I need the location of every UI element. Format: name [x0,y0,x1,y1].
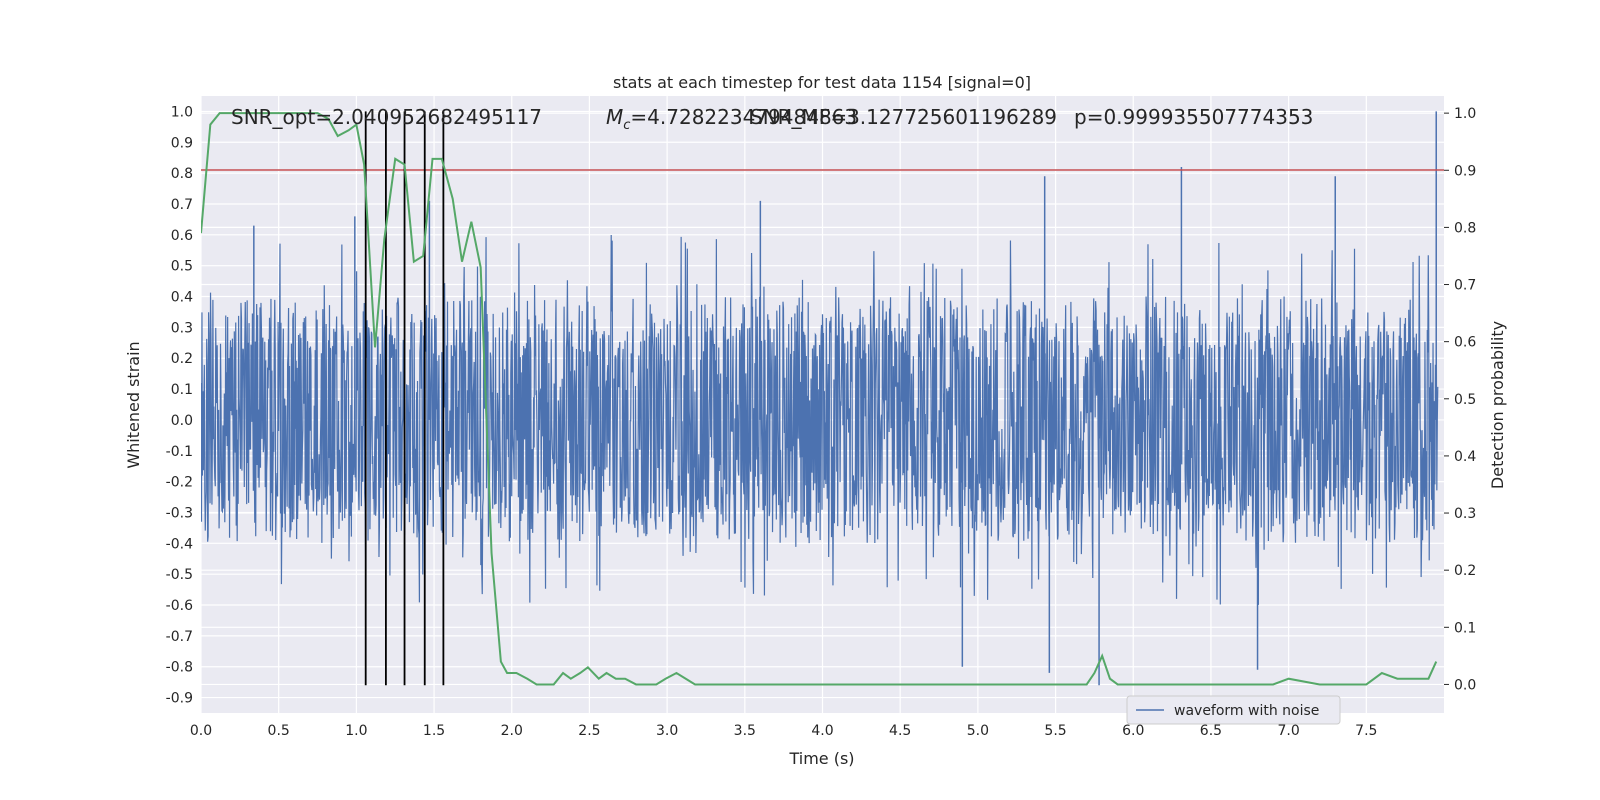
right-y-tick-labels: 0.0 0.1 0.2 0.3 0.4 0.5 0.6 0.7 0.8 0.9 1.0 [1444,106,1476,693]
right-y-tick-label: 0.0 [1454,677,1476,693]
annotation-snr-mf: SNR_MF=3.127725601196289 [750,105,1057,129]
y-tick-label: -0.3 [166,505,193,521]
y-tick-label: -0.8 [166,660,193,676]
x-tick-label: 3.0 [656,723,678,739]
x-tick-label: 0.0 [190,723,212,739]
x-tick-label: 7.5 [1355,723,1377,739]
right-y-tick-label: 0.3 [1454,506,1476,522]
y-axis-label: Whitened strain [124,341,143,468]
x-tick-label: 1.0 [345,723,367,739]
right-y-tick-label: 0.7 [1454,278,1476,294]
x-tick-label: 1.5 [423,723,445,739]
right-y-tick-label: 0.9 [1454,163,1476,179]
y-tick-label: -0.1 [166,444,193,460]
x-tick-labels: 0.0 0.5 1.0 1.5 2.0 2.5 3.0 3.5 4.0 4.5 5.0 5.5 6.0 6… [190,723,1378,739]
y-tick-label: -0.2 [166,475,193,491]
annotation-snr-opt: SNR_opt=2.040952682495117 [231,105,542,129]
y-tick-label: 0.2 [171,351,193,367]
right-y-tick-label: 1.0 [1454,106,1476,122]
annotation-chirp-mass-sub: c [623,118,630,133]
y-tick-label: 0.7 [171,197,193,213]
annotation-chirp-mass-symbol: M [606,105,623,129]
x-tick-label: 2.0 [501,723,523,739]
right-y-tick-label: 0.2 [1454,563,1476,579]
y-tick-label: -0.6 [166,598,193,614]
legend: waveform with noise [1126,695,1341,725]
y-tick-labels: -0.9 -0.8 -0.7 -0.6 -0.5 -0.4 -0.3 -0.2 -0.1 0.0 0… [166,104,193,706]
x-tick-label: 4.5 [889,723,911,739]
y-tick-label: 1.0 [171,104,193,120]
y-tick-label: 0.8 [171,166,193,182]
y-tick-label: -0.4 [166,536,193,552]
y-tick-label: -0.9 [166,691,193,707]
right-y-tick-label: 0.4 [1454,449,1476,465]
x-tick-label: 0.5 [268,723,290,739]
probability-series [201,112,1438,686]
x-tick-label: 2.5 [578,723,600,739]
legend-box [1126,695,1341,725]
y-tick-label: 0.4 [171,290,193,306]
annotation-chirp-mass: Mc=4.728223479484863 [606,105,857,133]
waveform-series [201,111,1439,686]
annotation-chirp-mass-value: =4.728223479484863 [630,105,857,129]
annotation-p-value: p=0.999935507774353 [1074,105,1313,129]
y-tick-label: 0.3 [171,320,193,336]
y-tick-label: -0.7 [166,629,193,645]
right-y-axis-label: Detection probability [1488,321,1507,489]
x-tick-label: 6.5 [1200,723,1222,739]
legend-entry: waveform with noise [1174,703,1319,719]
y-tick-label: 0.0 [171,413,193,429]
y-tick-label: 0.9 [171,135,193,151]
y-tick-label: 0.1 [171,382,193,398]
chart-title: stats at each timestep for test data 115… [613,73,1031,92]
right-y-tick-label: 0.5 [1454,392,1476,408]
right-y-tick-label: 0.8 [1454,220,1476,236]
right-y-tick-label: 0.6 [1454,335,1476,351]
x-tick-label: 3.5 [734,723,756,739]
x-tick-label: 5.0 [967,723,989,739]
x-axis-label: Time (s) [788,749,854,768]
x-tick-label: 4.0 [811,723,833,739]
y-tick-label: 0.5 [171,259,193,275]
waveform-line [201,234,1439,605]
x-tick-label: 6.0 [1122,723,1144,739]
probability-line [201,112,1438,686]
y-tick-label: -0.5 [166,567,193,583]
right-y-tick-label: 0.1 [1454,620,1476,636]
x-tick-label: 7.0 [1277,723,1299,739]
x-tick-label: 5.5 [1044,723,1066,739]
y-tick-label: 0.6 [171,228,193,244]
